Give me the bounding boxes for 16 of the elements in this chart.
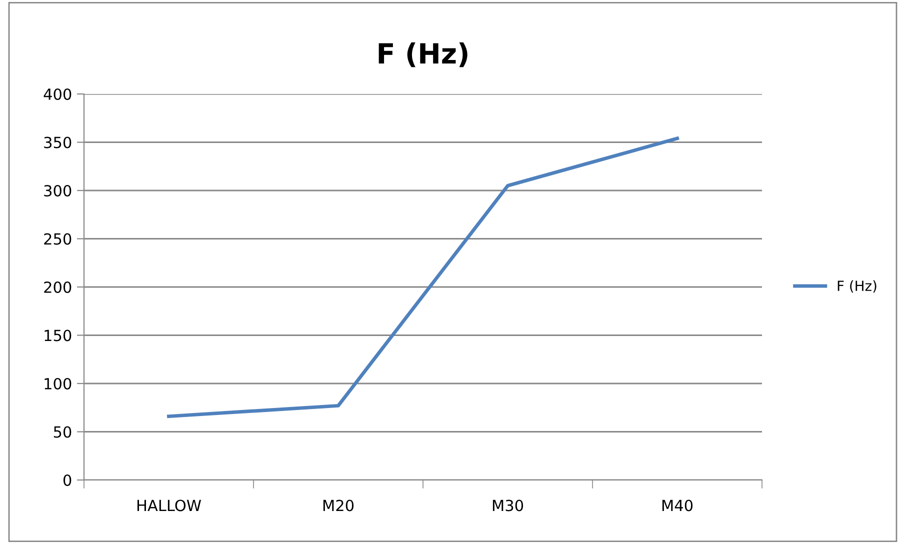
legend-label: F (Hz)	[838, 280, 876, 293]
y-tick-label: 150	[44, 330, 72, 342]
x-tick-label: M40	[662, 500, 693, 512]
y-tick-label: 400	[44, 88, 72, 100]
y-tick-label: 50	[54, 426, 72, 438]
x-tick-label: M20	[323, 500, 354, 512]
y-tick-label: 250	[44, 233, 72, 245]
y-tick-label: 0	[63, 474, 72, 486]
y-tick-label: 200	[44, 281, 72, 294]
chart-title: F (Hz)	[378, 42, 468, 68]
y-tick-label: 300	[44, 184, 72, 197]
x-tick-label: HALLOW	[137, 500, 202, 512]
y-tick-label: 350	[44, 136, 72, 148]
y-tick-label: 100	[44, 378, 72, 390]
x-tick-label: M30	[492, 500, 524, 512]
line-series	[167, 136, 679, 418]
